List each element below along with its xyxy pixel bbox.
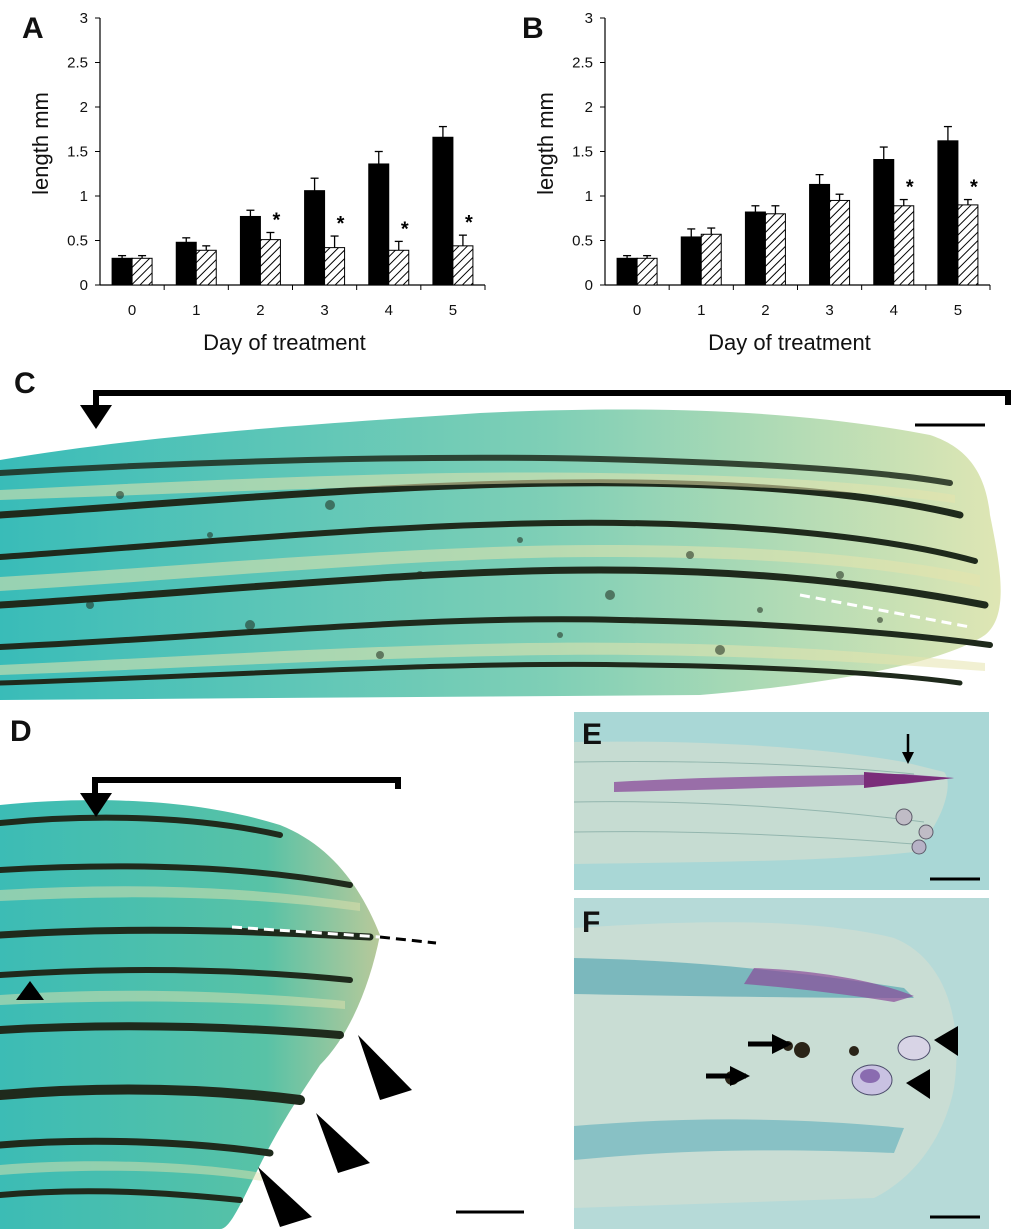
micrograph-e: E bbox=[574, 712, 989, 890]
bar-hatched bbox=[700, 233, 722, 286]
significance-marker: * bbox=[970, 177, 978, 199]
bar-hatched bbox=[324, 247, 346, 286]
x-tick-label: 0 bbox=[128, 302, 136, 319]
significance-marker: * bbox=[273, 209, 281, 231]
panel-label-b: B bbox=[522, 12, 544, 45]
bar-solid bbox=[368, 163, 390, 286]
micrograph-f: F bbox=[574, 898, 989, 1229]
bar-solid bbox=[432, 136, 454, 286]
bar-hatched bbox=[259, 239, 281, 286]
x-tick-label: 3 bbox=[320, 302, 328, 319]
bar-solid bbox=[873, 159, 895, 286]
bar-solid bbox=[937, 140, 959, 286]
bar-solid bbox=[111, 257, 133, 286]
y-tick-label: 1.5 bbox=[572, 144, 593, 161]
bar-chart-a-svg: 0 0.5 1 1.5 2 2.5 3 0 1 2 * 3 * 4 * 5 * Day of treatment l… bbox=[28, 10, 486, 355]
y-tick-label: 0 bbox=[80, 277, 88, 294]
bar-hatched bbox=[195, 249, 217, 286]
y-tick-label: 2 bbox=[80, 99, 88, 116]
x-tick-label: 0 bbox=[633, 302, 641, 319]
y-axis-label: length mm bbox=[533, 92, 558, 195]
micrograph-e-image bbox=[574, 734, 980, 881]
panel-label-c: C bbox=[14, 367, 36, 400]
y-tick-label: 0.5 bbox=[67, 233, 88, 250]
significance-marker: * bbox=[465, 212, 473, 234]
bar-solid bbox=[304, 190, 326, 286]
bar-hatched bbox=[388, 249, 410, 286]
significance-marker: * bbox=[337, 213, 345, 235]
x-tick-label: 5 bbox=[449, 302, 457, 319]
bar-hatched bbox=[764, 213, 786, 286]
micrograph-c: C bbox=[0, 365, 1029, 705]
micrograph-d: D bbox=[0, 705, 560, 1229]
x-axis-label: Day of treatment bbox=[203, 330, 366, 355]
bar-hatched bbox=[829, 199, 851, 286]
micrograph-d-image bbox=[0, 777, 524, 1229]
y-axis-label: length mm bbox=[28, 92, 53, 195]
bar-chart-a: 0 0.5 1 1.5 2 2.5 3 0 1 2 * 3 * 4 * 5 * Day of treatment l… bbox=[0, 0, 500, 370]
bar-hatched bbox=[893, 205, 915, 286]
y-tick-label: 1 bbox=[80, 188, 88, 205]
panel-label-e: E bbox=[582, 718, 603, 751]
y-tick-label: 0.5 bbox=[572, 233, 593, 250]
y-tick-label: 2 bbox=[585, 99, 593, 116]
micrograph-c-image bbox=[0, 390, 1011, 700]
panel-label-f: F bbox=[582, 906, 601, 939]
bar-hatched bbox=[636, 257, 658, 286]
bar-solid bbox=[239, 215, 261, 286]
bar-hatched bbox=[452, 245, 474, 286]
bar-hatched bbox=[131, 257, 153, 286]
y-tick-label: 3 bbox=[80, 10, 88, 27]
x-axis-label: Day of treatment bbox=[708, 330, 871, 355]
micrograph-f-image bbox=[574, 922, 980, 1219]
x-tick-label: 1 bbox=[192, 302, 200, 319]
bar-chart-b-svg: 0 0.5 1 1.5 2 2.5 3 0 1 2 3 4 * 5 * Day of treatment len… bbox=[533, 10, 991, 355]
y-tick-label: 0 bbox=[585, 277, 593, 294]
y-tick-label: 3 bbox=[585, 10, 593, 27]
bar-solid bbox=[680, 236, 702, 286]
x-tick-label: 3 bbox=[825, 302, 833, 319]
x-tick-label: 4 bbox=[385, 302, 393, 319]
y-tick-label: 1 bbox=[585, 188, 593, 205]
bar-chart-b: 0 0.5 1 1.5 2 2.5 3 0 1 2 3 4 * 5 * Day of treatment len… bbox=[505, 0, 1005, 370]
y-tick-label: 2.5 bbox=[67, 55, 88, 72]
bar-solid bbox=[809, 183, 831, 286]
x-tick-label: 2 bbox=[256, 302, 264, 319]
bar-solid bbox=[744, 211, 766, 286]
panel-label-a: A bbox=[22, 12, 44, 45]
x-tick-label: 2 bbox=[761, 302, 769, 319]
significance-marker: * bbox=[401, 218, 409, 240]
x-tick-label: 4 bbox=[890, 302, 898, 319]
y-tick-label: 1.5 bbox=[67, 144, 88, 161]
bar-hatched bbox=[957, 204, 979, 286]
x-tick-label: 5 bbox=[954, 302, 962, 319]
x-tick-label: 1 bbox=[697, 302, 705, 319]
significance-marker: * bbox=[906, 177, 914, 199]
bar-solid bbox=[616, 257, 638, 286]
panel-label-d: D bbox=[10, 715, 32, 748]
bar-solid bbox=[175, 241, 197, 286]
y-tick-label: 2.5 bbox=[572, 55, 593, 72]
